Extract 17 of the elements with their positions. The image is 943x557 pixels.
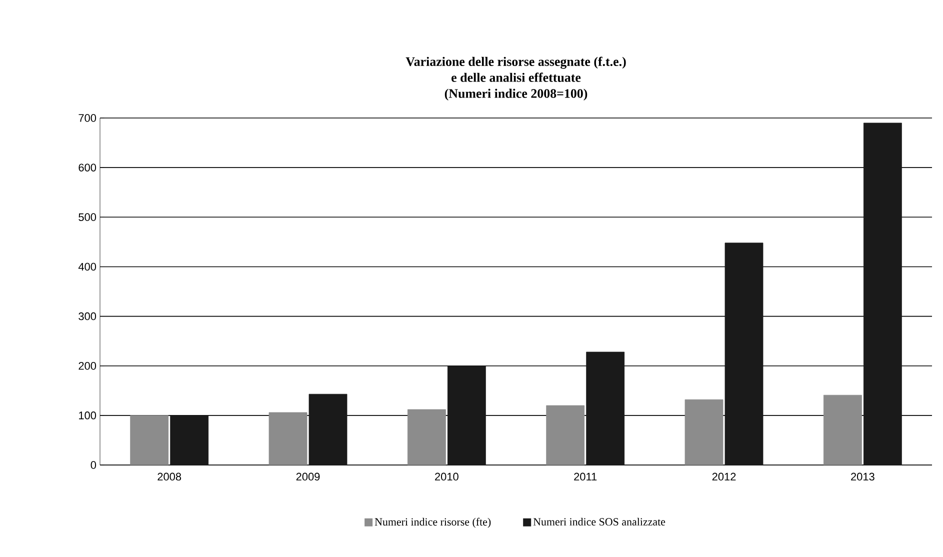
y-tick-label: 600 [78, 164, 96, 172]
y-tick-label: 700 [78, 114, 96, 122]
x-tick-label: 2011 [574, 472, 597, 481]
legend-label: Numeri indice risorse (fte) [374, 518, 491, 528]
x-tick-label: 2013 [851, 472, 874, 481]
x-tick-label: 2012 [712, 472, 736, 481]
y-tick-label: 500 [78, 213, 96, 222]
x-tick-label: 2008 [158, 472, 182, 481]
chart-title: Variazione delle risorse assegnate (f.t.e.) e delle analisi effettuate (Numeri indice 2008=100) [406, 56, 626, 100]
y-tick-label: 0 [90, 461, 96, 469]
y-tick-label: 400 [78, 262, 96, 271]
y-tick-label: 100 [79, 412, 96, 420]
x-tick-label: 2010 [435, 472, 458, 481]
y-tick-label: 200 [78, 362, 96, 370]
x-tick-label: 2009 [296, 472, 320, 481]
legend-label: Numeri indice SOS analizzate [533, 518, 666, 526]
y-tick-label: 300 [78, 312, 96, 320]
